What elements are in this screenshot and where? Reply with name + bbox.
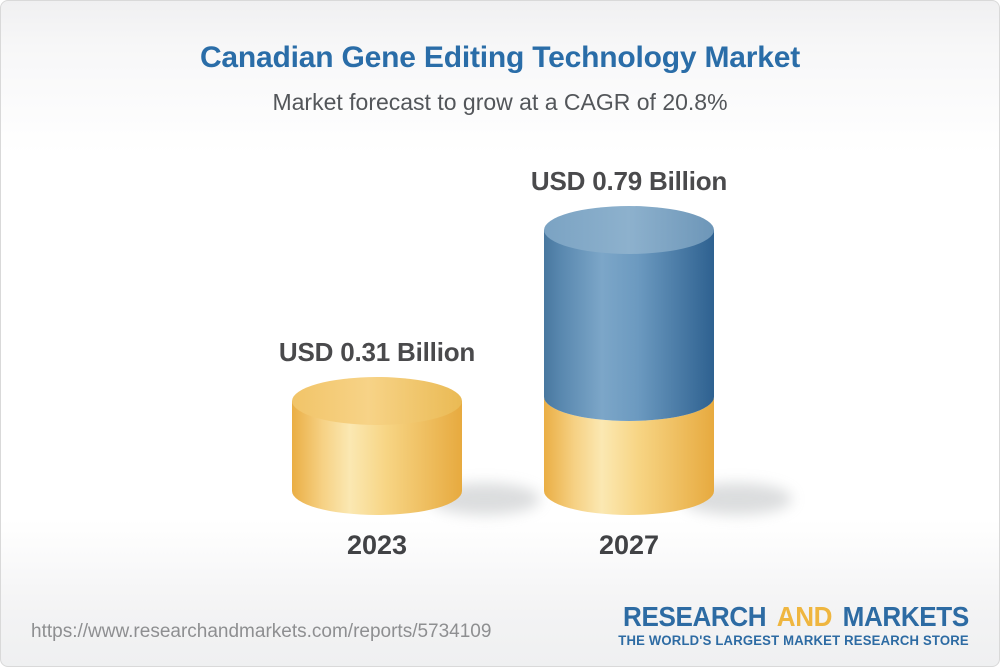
logo-word-and: AND [776,601,833,632]
value-label-2027: USD 0.79 Billion [530,166,728,196]
bar-2027-cylinder [544,206,714,515]
page-subtitle: Market forecast to grow at a CAGR of 20.… [272,89,728,115]
report-url: https://www.researchandmarkets.com/repor… [31,621,492,642]
bar-2027-growth-segment [544,230,714,421]
bar-2027-base-segment [544,397,714,515]
logo-wordmark: RESEARCH AND MARKETS [623,602,969,631]
value-label-2023: USD 0.31 Billion [278,337,476,367]
page-title: Canadian Gene Editing Technology Market [199,41,801,74]
logo-tagline: THE WORLD'S LARGEST MARKET RESEARCH STOR… [618,633,969,649]
category-label-2023: 2023 [346,530,408,560]
research-and-markets-logo: RESEARCH AND MARKETS THE WORLD'S LARGEST… [597,602,969,649]
logo-word-markets: MARKETS [842,601,970,632]
logo-word-research: RESEARCH [623,601,767,632]
category-label-2027: 2027 [598,530,660,560]
bar-2023-cylinder [292,377,462,515]
